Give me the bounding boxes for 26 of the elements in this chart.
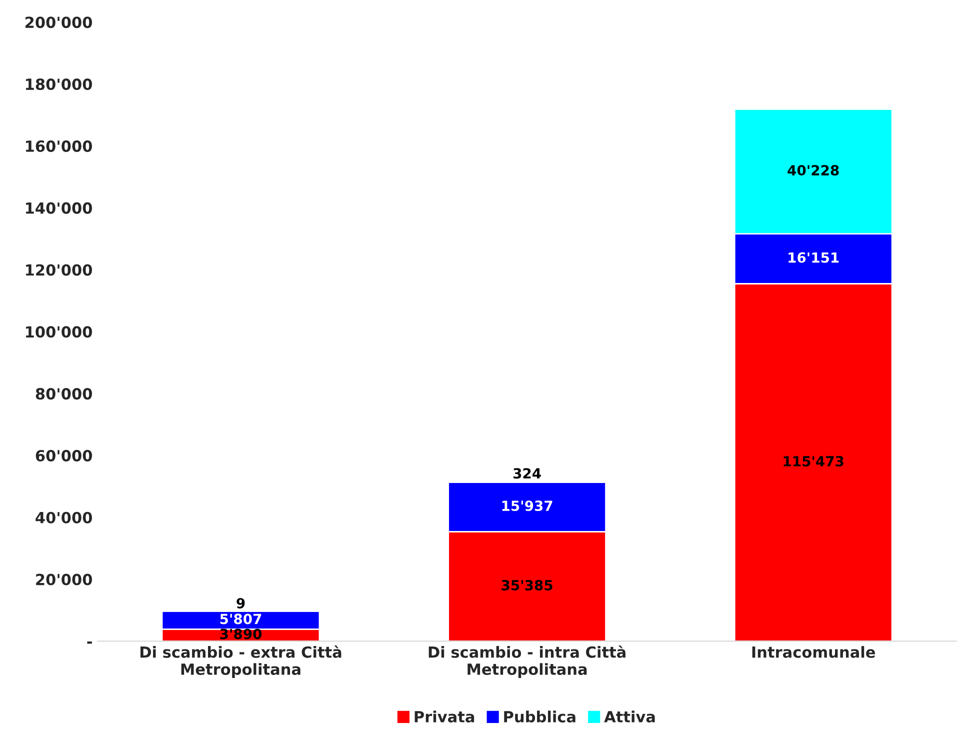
x-tick-label: Intracomunale bbox=[752, 646, 876, 658]
data-label: 115'473 bbox=[784, 456, 844, 466]
data-label: 35'385 bbox=[502, 580, 552, 590]
data-label: 3'890 bbox=[220, 628, 262, 640]
y-tick-label: 40'000 bbox=[36, 512, 92, 524]
y-tick-label: 80'000 bbox=[36, 388, 92, 400]
data-label: 9 bbox=[236, 598, 245, 608]
y-tick-label: 20'000 bbox=[36, 574, 92, 586]
y-tick-label: 180'000 bbox=[26, 78, 92, 90]
y-tick-label: 100'000 bbox=[26, 326, 92, 338]
data-label: 5'807 bbox=[220, 614, 262, 624]
data-label: 16'151 bbox=[788, 252, 839, 263]
x-tick-label: Di scambio - intra Città Metropolitana bbox=[428, 645, 626, 678]
data-label: 324 bbox=[513, 468, 541, 479]
y-tick-label: 140'000 bbox=[26, 202, 92, 214]
y-tick-label: 200'000 bbox=[25, 16, 92, 28]
y-tick-label: - bbox=[87, 642, 92, 644]
data-label: 15'937 bbox=[502, 500, 552, 512]
x-tick-label: Di scambio - extra Città Metropolitana bbox=[140, 645, 342, 678]
legend-label: Privata bbox=[414, 710, 474, 722]
legend-label: Attiva bbox=[604, 710, 655, 722]
y-tick-label: 160'000 bbox=[26, 140, 92, 152]
y-tick-label: 120'000 bbox=[26, 264, 92, 276]
legend-label: Pubblica bbox=[504, 710, 576, 722]
data-label: 40'228 bbox=[788, 165, 839, 176]
y-tick-label: 60'000 bbox=[36, 450, 92, 462]
